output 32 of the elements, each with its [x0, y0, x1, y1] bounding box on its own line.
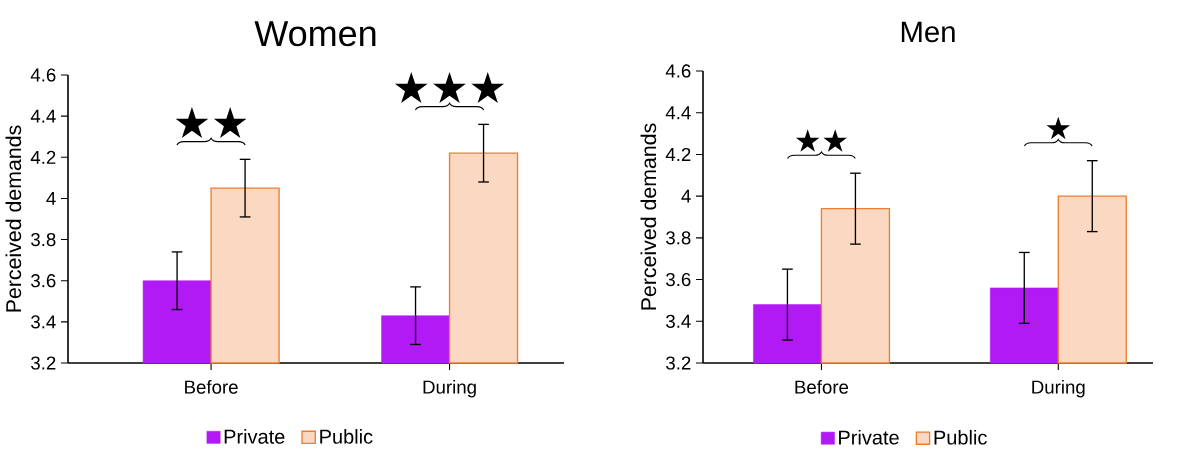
- chart-title: Men: [901, 21, 955, 43]
- annotation: ★★: [175, 106, 247, 139]
- annotation: ★★: [795, 129, 847, 152]
- annotation: ★★★: [394, 72, 505, 104]
- annotation: ★: [1046, 116, 1071, 140]
- y-tick-label: 3.4: [666, 314, 691, 328]
- y-tick-label: 4: [681, 189, 691, 203]
- legend-label: Private: [224, 429, 285, 444]
- y-tick-label: 3.6: [31, 274, 56, 288]
- y-tick-label: 3.8: [666, 231, 691, 245]
- y-axis-title: Perceived demands: [5, 125, 22, 312]
- legend-label: Private: [839, 429, 899, 445]
- legend-label: Public: [934, 429, 987, 445]
- y-tick-label: 3.8: [31, 232, 56, 247]
- x-tick-label: Before: [795, 380, 849, 394]
- legend-label: Public: [320, 429, 373, 444]
- y-tick-label: 4.4: [665, 106, 691, 120]
- chart-title: Women: [254, 21, 376, 47]
- y-tick-label: 4.2: [30, 150, 56, 164]
- y-tick-label: 3.4: [31, 315, 56, 329]
- y-tick-label: 3.2: [31, 356, 56, 370]
- y-tick-label: 4.6: [665, 64, 691, 78]
- x-tick-label: During: [1032, 380, 1085, 398]
- x-tick-label: During: [423, 380, 476, 398]
- x-tick-label: Before: [185, 380, 238, 394]
- y-tick-label: 4.6: [30, 68, 56, 82]
- y-axis-title: Perceived demands: [640, 123, 657, 310]
- y-tick-label: 4.2: [665, 147, 691, 161]
- y-tick-label: 3.6: [666, 272, 691, 287]
- y-tick-label: 4: [46, 192, 56, 205]
- y-tick-label: 3.2: [666, 356, 691, 370]
- y-tick-label: 4.4: [30, 109, 56, 123]
